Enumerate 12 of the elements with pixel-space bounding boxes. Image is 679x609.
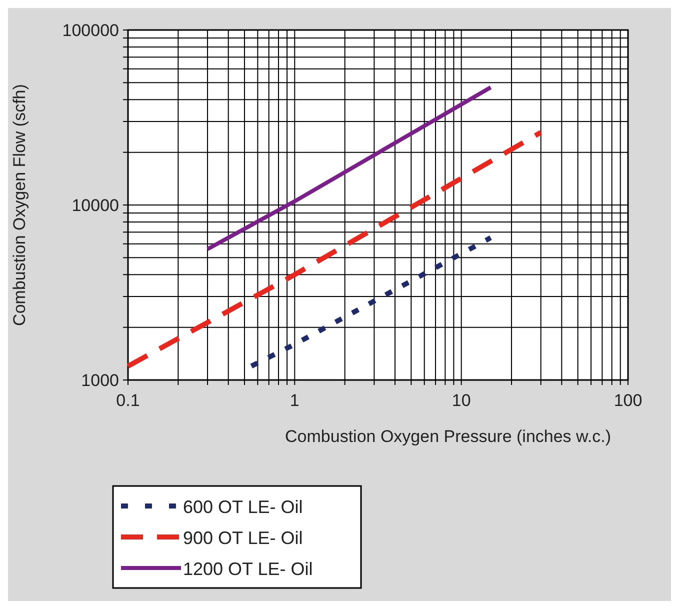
legend-label: 900 OT LE- Oil [183, 528, 303, 548]
x-tick-label: 10 [452, 391, 471, 410]
x-tick-label: 100 [614, 391, 642, 410]
y-tick-label: 1000 [81, 371, 119, 390]
x-tick-label: 1 [290, 391, 300, 410]
legend-label: 1200 OT LE- Oil [183, 559, 313, 579]
y-tick-label: 100000 [62, 21, 119, 40]
y-axis-title: Combustion Oxygen Flow (scfh) [10, 84, 29, 326]
legend-label: 600 OT LE- Oil [183, 497, 303, 517]
y-tick-label: 10000 [72, 196, 119, 215]
x-axis-title: Combustion Oxygen Pressure (inches w.c.) [285, 427, 611, 446]
x-tick-label: 0.1 [116, 391, 140, 410]
